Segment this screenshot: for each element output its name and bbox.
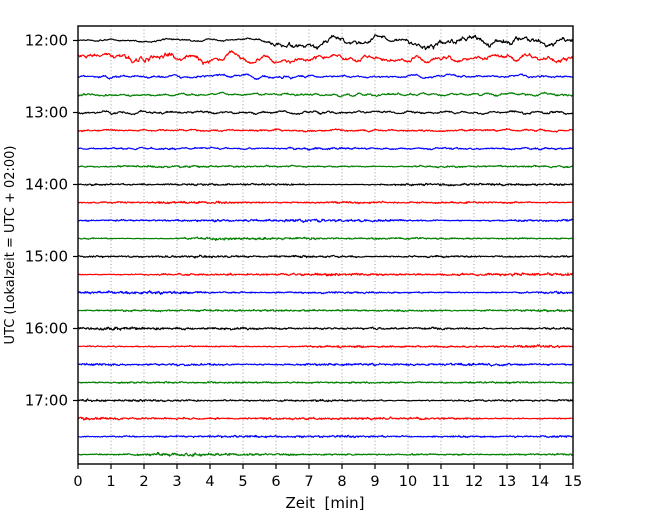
trace-13:45 bbox=[77, 164, 574, 169]
gridlines bbox=[110, 26, 541, 464]
trace-14:00 bbox=[77, 182, 574, 187]
x-tick-label: 14 bbox=[531, 474, 549, 490]
trace-16:15 bbox=[77, 344, 574, 349]
x-tick-label: 3 bbox=[172, 474, 181, 490]
trace-15:15 bbox=[77, 272, 574, 277]
plot-border bbox=[77, 25, 574, 465]
trace-17:15 bbox=[77, 416, 574, 421]
x-tick-label: 5 bbox=[238, 474, 247, 490]
trace-16:30 bbox=[77, 362, 574, 367]
trace-17:00 bbox=[77, 398, 574, 403]
y-tick-labels: 12:00 13:00 14:00 15:00 16:00 17:00 bbox=[25, 32, 68, 410]
x-tick-label: 11 bbox=[432, 474, 450, 490]
x-tick-label: 0 bbox=[73, 474, 82, 490]
trace-14:15 bbox=[77, 200, 574, 205]
x-tick-label: 9 bbox=[370, 474, 379, 490]
trace-13:30 bbox=[77, 146, 574, 151]
trace-17:45 bbox=[77, 451, 574, 457]
trace-12:00 bbox=[77, 34, 574, 51]
x-axis-label: Zeit [min] bbox=[285, 494, 364, 512]
x-tick-label: 15 bbox=[564, 474, 582, 490]
trace-13:00 bbox=[77, 109, 574, 116]
trace-16:00 bbox=[77, 326, 574, 331]
y-axis-label: UTC (Lokalzeit = UTC + 02:00) bbox=[3, 146, 18, 345]
x-tick-label: 1 bbox=[106, 474, 115, 490]
trace-14:45 bbox=[77, 236, 574, 241]
trace-12:30 bbox=[77, 73, 574, 80]
x-tick-labels: 0 1 2 3 4 5 6 7 8 9 10 11 12 13 14 15 bbox=[73, 474, 582, 490]
trace-15:00 bbox=[77, 254, 574, 259]
x-tick-label: 6 bbox=[271, 474, 280, 490]
y-tick-label: 16:00 bbox=[25, 320, 68, 338]
axis-frame bbox=[73, 25, 574, 469]
x-tick-label: 12 bbox=[465, 474, 483, 490]
trace-16:45 bbox=[77, 380, 574, 385]
trace-17:30 bbox=[77, 434, 574, 439]
y-tick-label: 12:00 bbox=[25, 32, 68, 50]
x-tick-label: 2 bbox=[139, 474, 148, 490]
seismogram-traces bbox=[77, 34, 574, 457]
trace-14:30 bbox=[77, 218, 574, 224]
x-tick-label: 13 bbox=[498, 474, 516, 490]
y-tick-label: 15:00 bbox=[25, 248, 68, 266]
x-tick-label: 7 bbox=[304, 474, 313, 490]
trace-12:15 bbox=[77, 50, 574, 66]
x-tick-label: 10 bbox=[399, 474, 417, 490]
trace-13:15 bbox=[77, 128, 574, 133]
y-tick-label: 14:00 bbox=[25, 176, 68, 194]
y-tick-label: 17:00 bbox=[25, 392, 68, 410]
trace-15:30 bbox=[77, 290, 574, 295]
x-tick-label: 8 bbox=[337, 474, 346, 490]
x-tick-label: 4 bbox=[205, 474, 214, 490]
trace-12:45 bbox=[77, 91, 574, 98]
y-tick-label: 13:00 bbox=[25, 104, 68, 122]
trace-15:45 bbox=[77, 308, 574, 313]
